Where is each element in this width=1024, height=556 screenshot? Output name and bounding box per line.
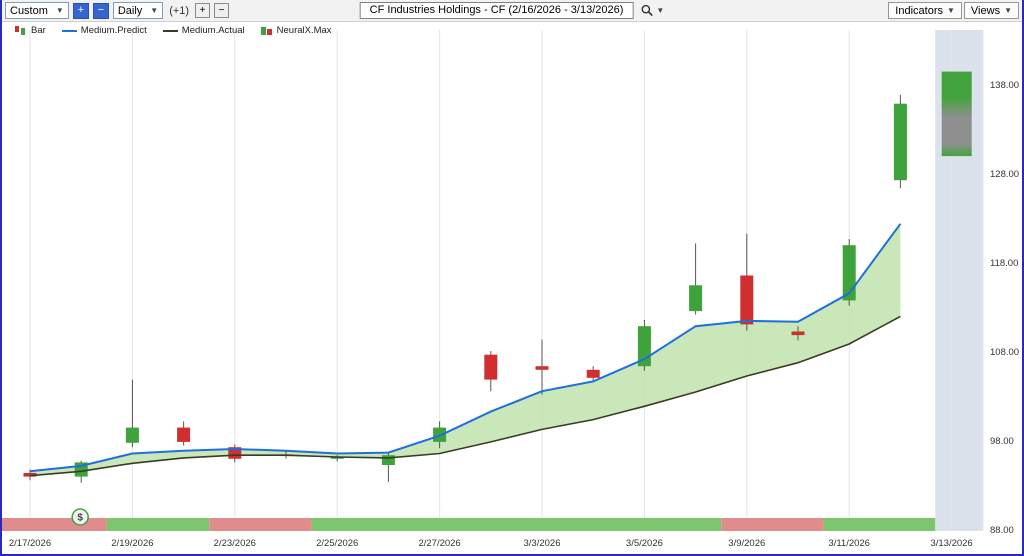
- svg-text:118.00: 118.00: [990, 258, 1018, 269]
- svg-text:128.00: 128.00: [990, 169, 1019, 180]
- views-label: Views: [970, 4, 1001, 17]
- neuralx-series-icon: [260, 26, 272, 35]
- dollar-badge[interactable]: $: [71, 508, 89, 526]
- svg-text:3/3/2026: 3/3/2026: [524, 538, 561, 549]
- svg-text:3/13/2026: 3/13/2026: [930, 538, 972, 549]
- toolbar-center: CF Industries Holdings - CF (2/16/2026 -…: [359, 2, 664, 19]
- predict-line-icon: [61, 29, 77, 32]
- chart-legend: Bar Medium.Predict Medium.Actual NeuralX…: [14, 25, 332, 36]
- legend-item-bar[interactable]: Bar: [14, 25, 46, 36]
- search-icon: [641, 4, 653, 17]
- chevron-down-icon: ▼: [656, 6, 665, 15]
- svg-text:2/17/2026: 2/17/2026: [9, 538, 51, 549]
- svg-text:3/11/2026: 3/11/2026: [828, 538, 870, 549]
- toolbar-right: Indicators ▼ Views ▼: [888, 2, 1019, 19]
- legend-label: Bar: [31, 25, 46, 36]
- svg-text:108.00: 108.00: [990, 347, 1019, 358]
- decrement-button[interactable]: −: [214, 3, 230, 18]
- svg-text:138.00: 138.00: [990, 80, 1019, 91]
- actual-line: [29, 315, 901, 477]
- chevron-down-icon: ▼: [55, 6, 64, 15]
- predict-line: [29, 223, 902, 473]
- legend-item-medium-predict[interactable]: Medium.Predict: [61, 25, 147, 36]
- legend-item-neuralx-max[interactable]: NeuralX.Max: [260, 25, 332, 36]
- actual-line-icon: [162, 29, 178, 32]
- period-select-value: Daily: [117, 4, 143, 17]
- chevron-down-icon: ▼: [947, 6, 955, 15]
- signal-strip: [2, 518, 936, 531]
- svg-text:3/5/2026: 3/5/2026: [626, 538, 663, 549]
- svg-text:98.00: 98.00: [990, 436, 1014, 447]
- chart-title: CF Industries Holdings - CF (2/16/2026 -…: [359, 2, 634, 19]
- chart-area: Bar Medium.Predict Medium.Actual NeuralX…: [2, 22, 1024, 556]
- price-chart[interactable]: 138.00 128.00 118.00 108.00 98.00 88.00 2/17/2…: [2, 22, 1024, 556]
- search-button[interactable]: ▼: [640, 4, 664, 17]
- svg-text:$: $: [77, 513, 83, 524]
- svg-text:2/27/2026: 2/27/2026: [418, 538, 460, 549]
- svg-text:2/23/2026: 2/23/2026: [214, 538, 256, 549]
- increment-button[interactable]: +: [195, 3, 211, 18]
- bar-series-icon: [15, 26, 25, 35]
- predict-actual-band: [30, 223, 901, 476]
- legend-item-medium-actual[interactable]: Medium.Actual: [162, 25, 245, 36]
- legend-label: Medium.Predict: [80, 25, 147, 36]
- svg-text:2/19/2026: 2/19/2026: [111, 538, 153, 549]
- bar-offset-label: (+1): [169, 4, 190, 17]
- legend-label: NeuralX.Max: [276, 25, 332, 36]
- legend-label: Medium.Actual: [181, 25, 245, 36]
- zoom-out-button[interactable]: −: [92, 2, 109, 19]
- chevron-down-icon: ▼: [1004, 6, 1012, 15]
- zoom-in-button[interactable]: +: [72, 2, 89, 19]
- neuralx-prediction-bar: [941, 71, 972, 157]
- svg-text:88.00: 88.00: [990, 525, 1014, 536]
- views-button[interactable]: Views ▼: [963, 2, 1019, 19]
- range-select[interactable]: Custom ▼: [5, 2, 69, 19]
- y-axis-labels: 138.00 128.00 118.00 108.00 98.00 88.00: [990, 80, 1019, 536]
- indicators-button[interactable]: Indicators ▼: [888, 2, 962, 19]
- period-select[interactable]: Daily ▼: [112, 2, 164, 19]
- svg-text:2/25/2026: 2/25/2026: [316, 538, 358, 549]
- toolbar: Custom ▼ + − Daily ▼ (+1) + − CF Industr…: [2, 0, 1022, 22]
- svg-text:3/9/2026: 3/9/2026: [728, 538, 765, 549]
- x-axis-labels: 2/17/2026 2/19/2026 2/23/2026 2/25/2026 2/27…: [9, 538, 973, 549]
- indicators-label: Indicators: [895, 4, 943, 17]
- chevron-down-icon: ▼: [150, 6, 159, 15]
- range-select-value: Custom: [10, 4, 48, 17]
- gridlines: [29, 30, 953, 531]
